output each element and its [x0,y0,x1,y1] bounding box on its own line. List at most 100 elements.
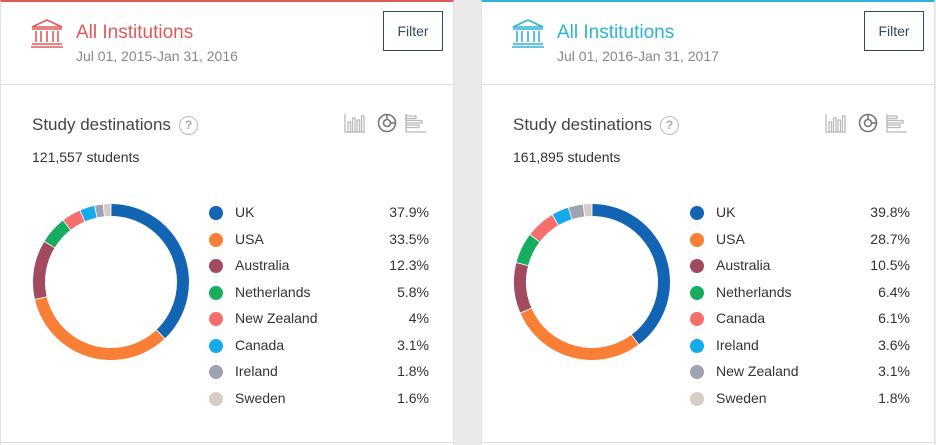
legend-label: Sweden [716,389,767,406]
institution-panel-2015: All Institutions Jul 01, 2015-Jan 31, 20… [0,0,454,445]
divider [482,442,934,443]
bar-chart-icon[interactable] [344,113,366,133]
legend-item[interactable]: UK 37.9% [207,201,429,228]
legend-swatch [209,285,223,300]
panel-header: All Institutions Jul 01, 2016-Jan 31, 20… [482,2,934,85]
legend-item[interactable]: Netherlands 6.4% [688,281,910,308]
chart-type-toolbar [344,113,428,133]
donut-chart-icon[interactable] [857,113,879,133]
panel-header: All Institutions Jul 01, 2015-Jan 31, 20… [1,2,453,85]
donut-chart-icon[interactable] [376,113,398,133]
legend-label: Sweden [235,389,286,406]
legend-label: Canada [235,336,285,353]
date-range: Jul 01, 2015-Jan 31, 2016 [76,48,238,64]
divider [1,442,453,443]
legend-item[interactable]: New Zealand 4% [207,307,429,334]
chart-legend: UK 39.8% USA 28.7% Australia 10.5% Netherlands… [688,201,910,413]
horizontal-bar-chart-icon[interactable] [886,113,908,133]
donut-slice-canada[interactable] [530,215,559,242]
legend-item[interactable]: New Zealand 3.1% [688,360,910,387]
legend-label: USA [235,230,264,247]
legend-value: 6.4% [878,283,910,300]
institution-panel-2016: All Institutions Jul 01, 2016-Jan 31, 20… [481,0,935,445]
donut-slice-netherlands[interactable] [516,234,540,266]
legend-item[interactable]: UK 39.8% [688,201,910,228]
legend-item[interactable]: Sweden 1.8% [688,387,910,414]
legend-swatch [209,338,223,353]
chart-legend: UK 37.9% USA 33.5% Australia 12.3% Netherlands… [207,201,429,413]
legend-label: Netherlands [716,283,792,300]
donut-slice-australia[interactable] [33,241,55,300]
legend-value: 3.1% [878,363,910,379]
section-title: Study destinations [513,115,652,134]
bar-chart-icon[interactable] [825,113,847,133]
date-range: Jul 01, 2016-Jan 31, 2017 [557,48,719,64]
filter-button[interactable]: Filter [864,11,924,51]
legend-label: UK [716,204,736,220]
legend-value: 5.8% [397,283,429,300]
legend-value: 1.6% [397,389,429,406]
legend-item[interactable]: Ireland 3.6% [688,334,910,361]
donut-slice-ireland[interactable] [94,204,104,218]
legend-value: 3.6% [878,336,910,353]
donut-slice-uk[interactable] [592,204,670,345]
donut-slice-new-zealand[interactable] [63,210,85,230]
chart-type-toolbar [825,113,909,133]
legend-swatch [209,312,223,326]
donut-chart [33,204,189,360]
help-icon[interactable]: ? [179,116,198,135]
legend-item[interactable]: Australia 12.3% [207,254,429,281]
legend-value: 1.8% [397,363,429,379]
legend-item[interactable]: USA 28.7% [688,228,910,255]
legend-swatch [209,365,223,379]
legend-value: 3.1% [397,336,429,353]
filter-button[interactable]: Filter [383,11,443,51]
student-count: 161,895 students [513,149,621,165]
donut-slice-usa[interactable] [520,308,639,360]
legend-label: New Zealand [235,310,318,326]
legend-swatch [690,232,704,247]
legend-label: Ireland [716,336,759,353]
legend-item[interactable]: Canada 3.1% [207,334,429,361]
horizontal-bar-chart-icon[interactable] [405,113,427,133]
donut-slice-ireland[interactable] [552,207,572,225]
legend-swatch [209,391,223,406]
legend-item[interactable]: USA 33.5% [207,228,429,255]
institution-icon [31,19,63,48]
donut-slice-usa[interactable] [35,297,165,360]
donut-slice-new-zealand[interactable] [568,204,585,219]
donut-slice-sweden[interactable] [583,204,592,217]
legend-label: UK [235,204,255,220]
donut-chart [514,204,670,360]
donut-slice-canada[interactable] [80,205,97,222]
legend-item[interactable]: Sweden 1.6% [207,387,429,414]
legend-swatch [209,259,223,273]
legend-item[interactable]: Canada 6.1% [688,307,910,334]
institution-title[interactable]: All Institutions [76,22,194,43]
legend-item[interactable]: Ireland 1.8% [207,360,429,387]
legend-label: Australia [716,257,771,273]
donut-slice-netherlands[interactable] [44,220,71,248]
legend-label: USA [716,230,745,247]
legend-swatch [690,312,704,326]
legend-label: Australia [235,257,290,273]
donut-slice-australia[interactable] [514,263,532,313]
legend-value: 33.5% [389,230,429,247]
legend-swatch [690,391,704,406]
student-count: 121,557 students [32,149,140,165]
legend-item[interactable]: Netherlands 5.8% [207,281,429,308]
legend-value: 37.9% [389,204,429,220]
legend-label: New Zealand [716,363,799,379]
donut-slice-uk[interactable] [111,204,189,339]
institution-title[interactable]: All Institutions [557,22,675,43]
legend-value: 4% [408,310,429,326]
legend-swatch [690,206,704,220]
legend-item[interactable]: Australia 10.5% [688,254,910,281]
help-icon[interactable]: ? [660,116,679,135]
legend-label: Netherlands [235,283,311,300]
legend-value: 10.5% [870,257,910,273]
donut-slice-sweden[interactable] [103,204,111,217]
legend-swatch [690,338,704,353]
legend-swatch [209,206,223,220]
legend-label: Ireland [235,363,278,379]
